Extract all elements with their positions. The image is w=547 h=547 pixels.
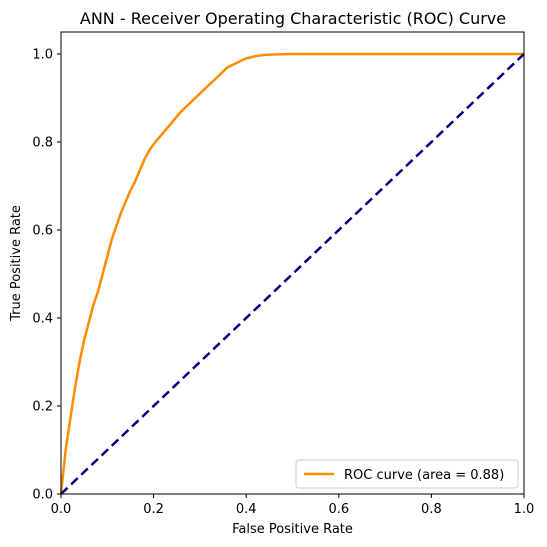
legend: ROC curve (area = 0.88) (295, 459, 519, 489)
x-tick-label: 0.4 (236, 502, 257, 517)
y-axis-label: True Positive Rate (9, 205, 24, 322)
y-tick-label: 0.6 (32, 224, 53, 239)
y-tick-label: 0.8 (32, 136, 53, 151)
roc-curve-line (59, 52, 524, 495)
y-tick-label: 0.2 (32, 400, 53, 415)
random-classifier-line (60, 53, 525, 495)
x-axis-label: False Positive Rate (232, 522, 353, 537)
plot-area (59, 31, 525, 495)
axes-spines (60, 31, 525, 495)
x-tick-label: 0.8 (421, 502, 442, 517)
y-tick-label: 1.0 (32, 48, 53, 63)
x-axis-ticks: 0.0 0.2 0.4 0.6 0.8 1.0 (51, 494, 535, 517)
y-tick-label: 0.4 (32, 312, 53, 327)
x-tick-label: 0.6 (328, 502, 349, 517)
x-tick-label: 1.0 (514, 502, 535, 517)
y-axis-ticks: 0.0 0.2 0.4 0.6 0.8 1.0 (32, 48, 61, 503)
x-tick-label: 0.2 (143, 502, 164, 517)
y-tick-label: 0.0 (32, 488, 53, 503)
chart-title: ANN - Receiver Operating Characteristic … (80, 9, 506, 28)
legend-label-roc: ROC curve (area = 0.88) (344, 468, 504, 483)
x-tick-label: 0.0 (51, 502, 72, 517)
plot-frame (61, 32, 524, 494)
legend-box (295, 459, 519, 489)
series-layer (59, 52, 525, 495)
